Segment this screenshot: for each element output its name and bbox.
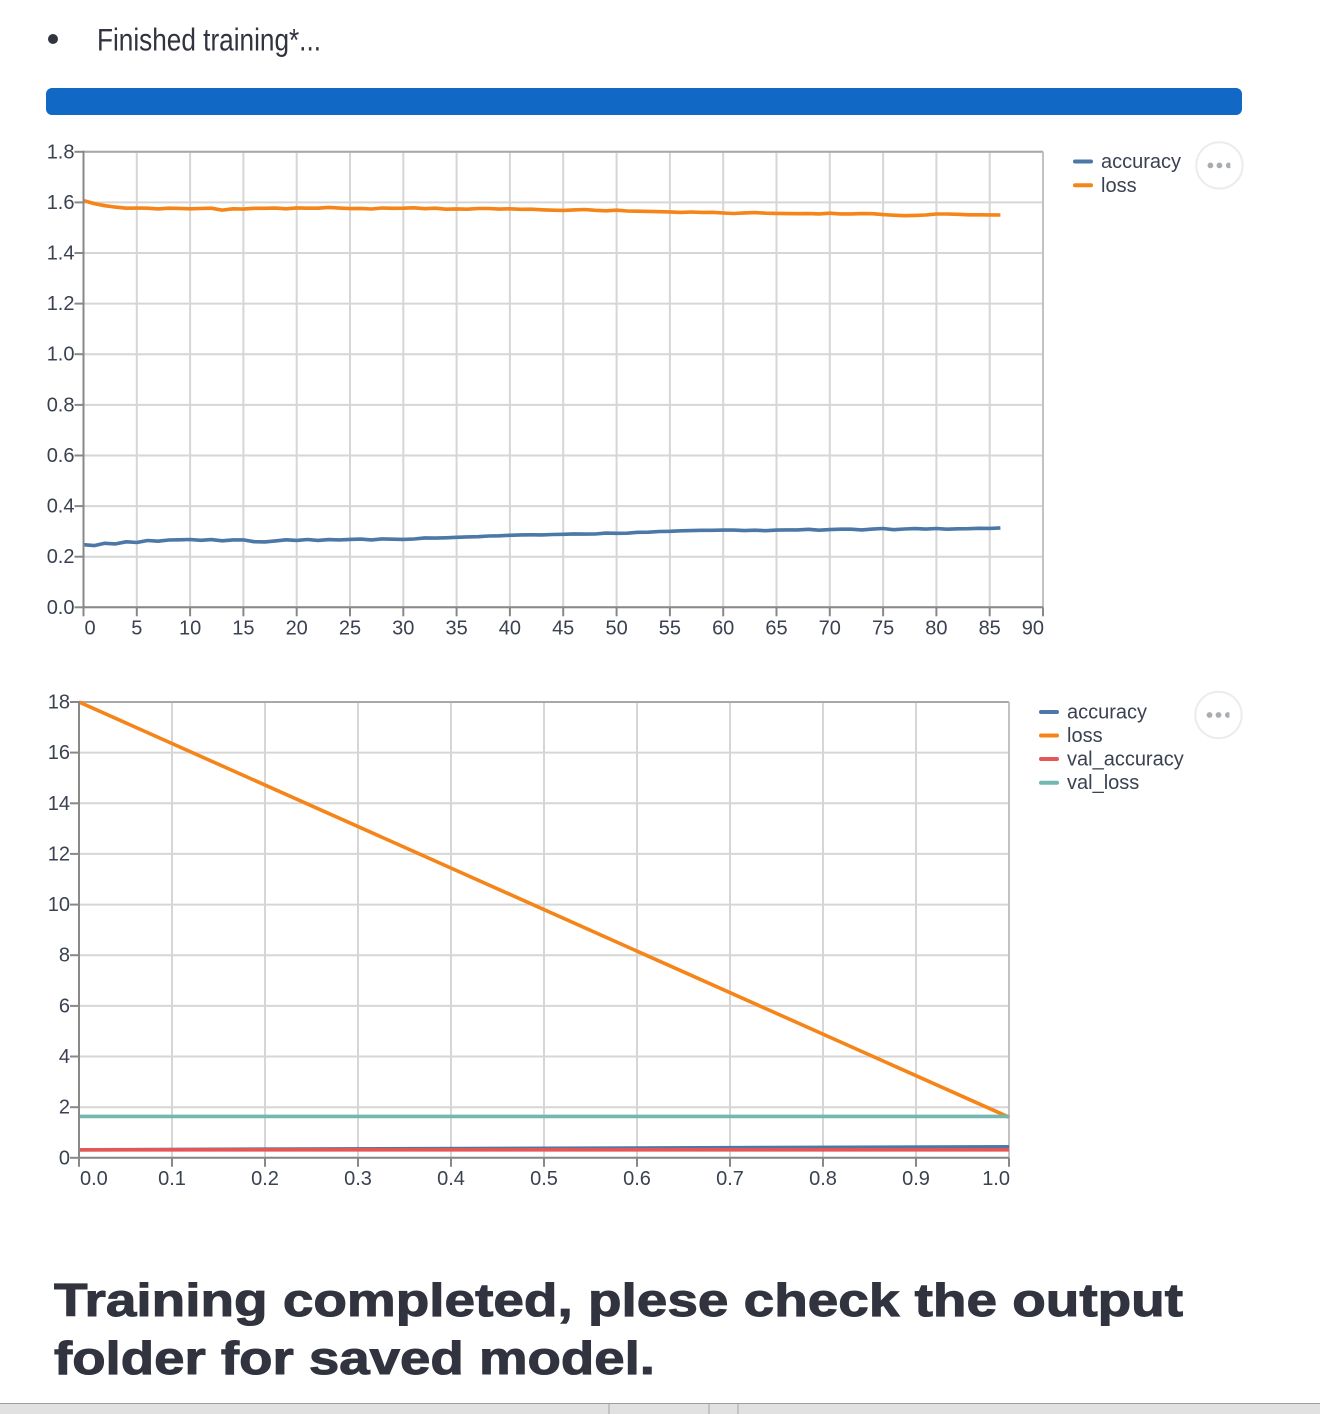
svg-text:accuracy: accuracy xyxy=(1101,151,1181,173)
svg-text:folder for saved model.: folder for saved model. xyxy=(54,1332,655,1384)
svg-text:val_accuracy: val_accuracy xyxy=(1067,749,1184,771)
svg-text:0.2: 0.2 xyxy=(251,1168,279,1190)
svg-text:0.3: 0.3 xyxy=(344,1168,372,1190)
svg-text:0.8: 0.8 xyxy=(47,394,75,416)
svg-text:loss: loss xyxy=(1067,725,1103,747)
svg-text:1.8: 1.8 xyxy=(47,141,75,163)
svg-text:0.6: 0.6 xyxy=(47,445,75,467)
svg-text:30: 30 xyxy=(392,617,414,639)
svg-text:8: 8 xyxy=(59,945,70,967)
svg-text:0.9: 0.9 xyxy=(902,1168,930,1190)
svg-text:1.2: 1.2 xyxy=(47,293,75,315)
svg-text:loss: loss xyxy=(1101,175,1137,197)
svg-text:0.2: 0.2 xyxy=(47,546,75,568)
svg-text:0: 0 xyxy=(59,1147,70,1169)
svg-text:0.4: 0.4 xyxy=(437,1168,465,1190)
svg-text:40: 40 xyxy=(499,617,521,639)
svg-text:90: 90 xyxy=(1022,617,1044,639)
svg-text:0.5: 0.5 xyxy=(530,1168,558,1190)
svg-text:1.0: 1.0 xyxy=(982,1168,1010,1190)
svg-text:0.1: 0.1 xyxy=(158,1168,186,1190)
svg-text:2: 2 xyxy=(59,1097,70,1119)
svg-text:12: 12 xyxy=(48,843,70,865)
svg-text:5: 5 xyxy=(131,617,142,639)
svg-text:10: 10 xyxy=(48,894,70,916)
svg-text:60: 60 xyxy=(712,617,734,639)
svg-text:85: 85 xyxy=(979,617,1001,639)
svg-text:Training completed, plese chec: Training completed, plese check the outp… xyxy=(54,1274,1183,1326)
svg-text:16: 16 xyxy=(48,742,70,764)
svg-text:1.6: 1.6 xyxy=(47,192,75,214)
svg-text:val_loss: val_loss xyxy=(1067,772,1139,794)
svg-text:35: 35 xyxy=(445,617,467,639)
svg-text:70: 70 xyxy=(819,617,841,639)
svg-text:0: 0 xyxy=(85,617,96,639)
svg-text:55: 55 xyxy=(659,617,681,639)
svg-text:accuracy: accuracy xyxy=(1067,702,1147,724)
svg-text:0.6: 0.6 xyxy=(623,1168,651,1190)
svg-text:25: 25 xyxy=(339,617,361,639)
svg-text:15: 15 xyxy=(232,617,254,639)
svg-text:14: 14 xyxy=(48,793,70,815)
svg-text:Finished training*...: Finished training*... xyxy=(97,22,321,58)
svg-text:10: 10 xyxy=(179,617,201,639)
svg-text:20: 20 xyxy=(286,617,308,639)
svg-text:65: 65 xyxy=(765,617,787,639)
svg-text:80: 80 xyxy=(925,617,947,639)
svg-text:50: 50 xyxy=(605,617,627,639)
svg-text:45: 45 xyxy=(552,617,574,639)
svg-text:0.7: 0.7 xyxy=(716,1168,744,1190)
svg-text:0.0: 0.0 xyxy=(80,1168,108,1190)
svg-text:1.0: 1.0 xyxy=(47,344,75,366)
svg-text:0.0: 0.0 xyxy=(47,597,75,619)
svg-text:0.8: 0.8 xyxy=(809,1168,837,1190)
svg-text:18: 18 xyxy=(48,692,70,714)
svg-text:1.4: 1.4 xyxy=(47,243,75,265)
svg-text:0.4: 0.4 xyxy=(47,496,75,518)
svg-text:75: 75 xyxy=(872,617,894,639)
svg-text:6: 6 xyxy=(59,995,70,1017)
svg-text:4: 4 xyxy=(59,1046,70,1068)
